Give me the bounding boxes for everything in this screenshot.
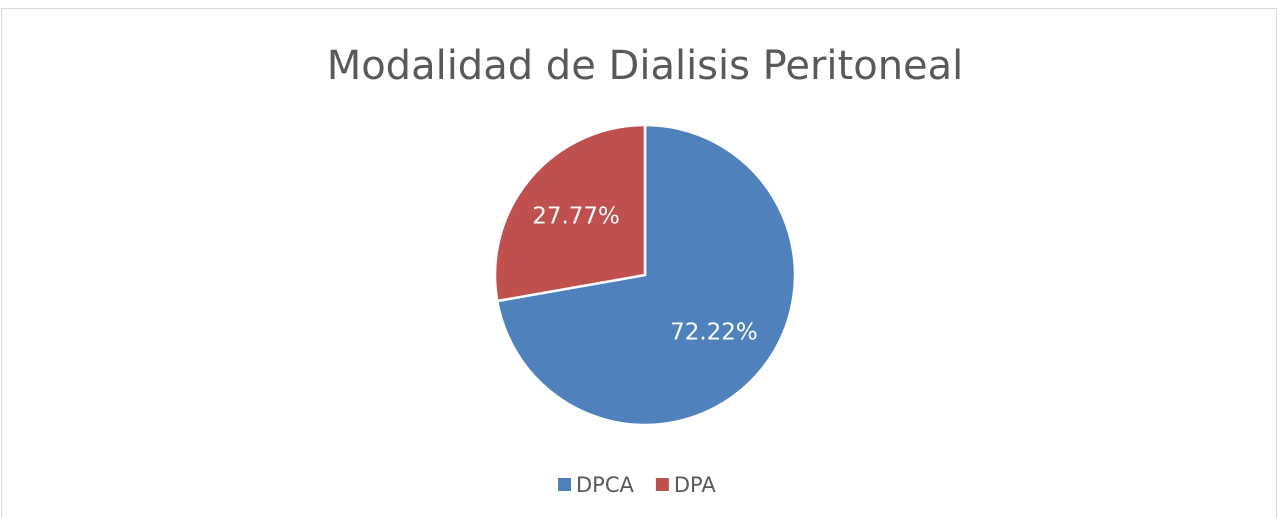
chart-title: Modalidad de Dialisis Peritoneal	[327, 43, 964, 89]
legend-swatch	[558, 478, 571, 491]
data-label: 27.77%	[532, 204, 620, 230]
legend-label: DPCA	[576, 473, 634, 497]
legend-swatch	[655, 478, 669, 491]
data-label: 72.22%	[670, 319, 758, 345]
pie-slice	[493, 123, 647, 303]
legend-label: DPA	[674, 473, 716, 497]
